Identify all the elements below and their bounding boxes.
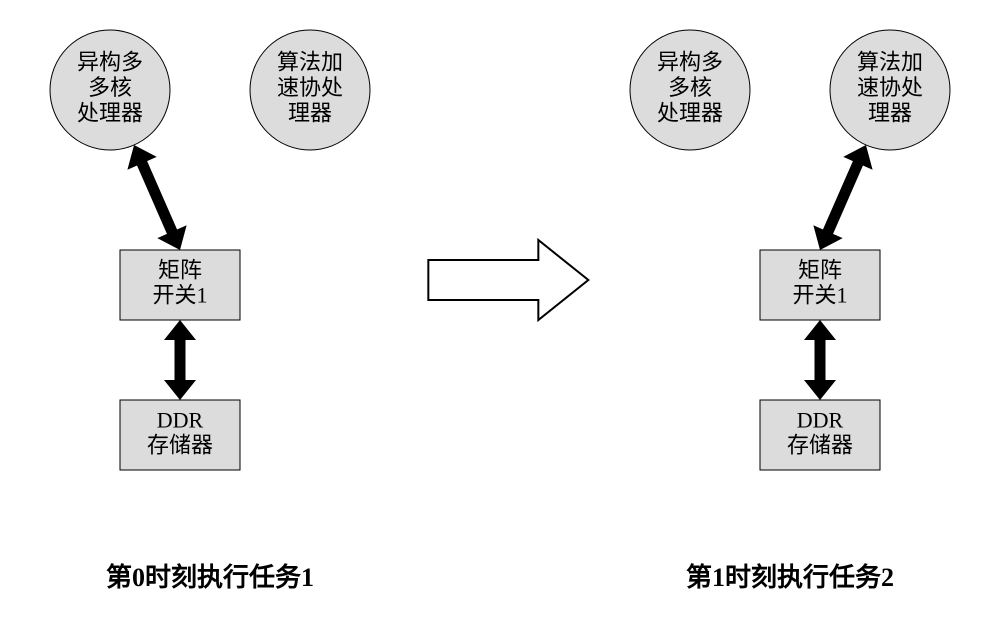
caption-left: 第0时刻执行任务1 [106,562,314,592]
left-matrix-switch-1-label: 矩阵 [158,257,202,282]
right-algorithm-accel-coprocessor-label: 理器 [868,100,912,125]
right-ddr-memory-label: 存储器 [787,433,853,458]
right-hetero-multicore-processor-label: 处理器 [657,100,723,125]
left-algorithm-accel-coprocessor-label: 算法加 [277,50,343,75]
right-arrow-switch-ddr-head-a [804,320,836,340]
right-hetero-multicore-processor-label: 异构多 [657,50,723,75]
left-arrow-proc-switch-shaft [137,161,176,233]
left-hetero-multicore-processor-label: 异构多 [77,50,143,75]
transition-arrow [428,240,588,320]
right-ddr-memory-label: DDR [797,407,844,432]
left-arrow-switch-ddr-shaft [175,340,185,380]
left-matrix-switch-1-label: 开关1 [152,283,207,308]
right-hetero-multicore-processor-label: 多核 [668,75,712,100]
left-ddr-memory-label: DDR [157,407,204,432]
right-algorithm-accel-coprocessor-label: 算法加 [857,50,923,75]
right-algorithm-accel-coprocessor-label: 速协处 [857,75,923,100]
left-hetero-multicore-processor-label: 处理器 [77,100,143,125]
right-arrow-switch-ddr-shaft [815,340,825,380]
left-ddr-memory-label: 存储器 [147,433,213,458]
left-algorithm-accel-coprocessor-label: 理器 [288,100,332,125]
caption-right: 第1时刻执行任务2 [686,562,894,592]
left-arrow-switch-ddr-head-a [164,320,196,340]
right-arrow-proc-switch-shaft [823,161,862,233]
right-matrix-switch-1-label: 矩阵 [798,257,842,282]
left-arrow-switch-ddr-head-b [164,380,196,400]
left-hetero-multicore-processor-label: 多核 [88,75,132,100]
left-algorithm-accel-coprocessor-label: 速协处 [277,75,343,100]
diagram-canvas: 异构多多核处理器算法加速协处理器矩阵开关1DDR存储器异构多多核处理器算法加速协… [0,0,1000,619]
right-matrix-switch-1-label: 开关1 [792,283,847,308]
right-arrow-switch-ddr-head-b [804,380,836,400]
